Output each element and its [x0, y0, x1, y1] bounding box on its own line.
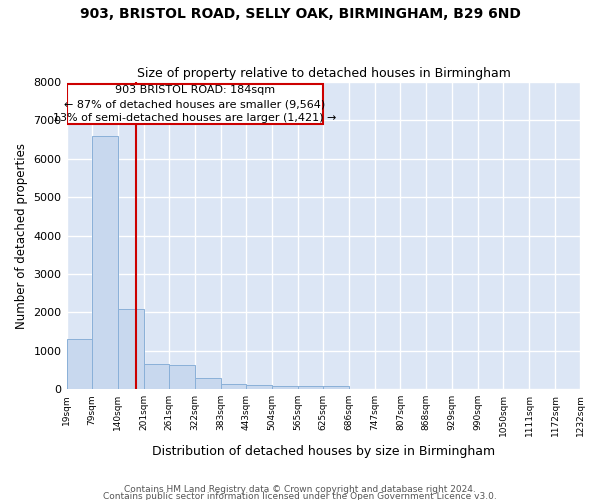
Text: Contains public sector information licensed under the Open Government Licence v3: Contains public sector information licen…: [103, 492, 497, 500]
Bar: [221, 384, 246, 389]
Y-axis label: Number of detached properties: Number of detached properties: [15, 142, 28, 328]
Bar: [323, 386, 349, 389]
Title: Size of property relative to detached houses in Birmingham: Size of property relative to detached ho…: [137, 66, 511, 80]
FancyBboxPatch shape: [67, 84, 323, 124]
Bar: [92, 136, 118, 389]
X-axis label: Distribution of detached houses by size in Birmingham: Distribution of detached houses by size …: [152, 444, 495, 458]
Text: Contains HM Land Registry data © Crown copyright and database right 2024.: Contains HM Land Registry data © Crown c…: [124, 486, 476, 494]
Bar: [195, 378, 221, 389]
Bar: [246, 385, 272, 389]
Text: 903, BRISTOL ROAD, SELLY OAK, BIRMINGHAM, B29 6ND: 903, BRISTOL ROAD, SELLY OAK, BIRMINGHAM…: [80, 8, 520, 22]
Bar: [272, 386, 298, 389]
Bar: [298, 386, 323, 389]
Text: 903 BRISTOL ROAD: 184sqm
← 87% of detached houses are smaller (9,564)
13% of sem: 903 BRISTOL ROAD: 184sqm ← 87% of detach…: [53, 85, 337, 123]
Bar: [118, 310, 143, 389]
Bar: [143, 364, 169, 389]
Bar: [169, 364, 195, 389]
Bar: [67, 340, 92, 389]
